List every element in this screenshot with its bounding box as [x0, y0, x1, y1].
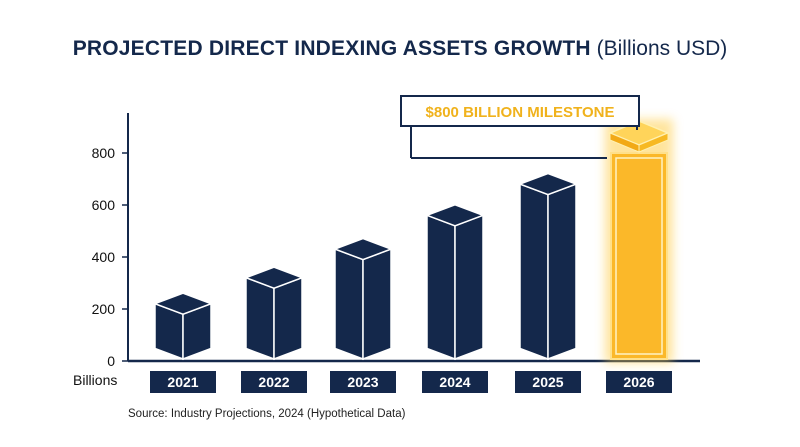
bar [243, 266, 305, 361]
annotation-box [400, 95, 640, 127]
category-label-box [150, 371, 216, 393]
bar [332, 237, 394, 361]
category-label-box [422, 371, 488, 393]
bar-top-face [517, 172, 579, 196]
bar-left-face [426, 214, 456, 361]
bar-top-face [332, 237, 394, 261]
y-tick-label: 400 [92, 249, 116, 265]
chart-title: PROJECTED DIRECT INDEXING ASSETS GROWTH … [0, 37, 800, 61]
bar-lid-right [638, 132, 669, 153]
category-label: 2025 [532, 374, 563, 390]
bar-left-face [334, 248, 364, 361]
bar-front-face [610, 152, 668, 360]
y-tick-label: 800 [92, 145, 116, 161]
category-label-box [241, 371, 307, 393]
category-label: 2026 [623, 374, 654, 390]
bar-right-face [454, 214, 484, 361]
bar [424, 203, 486, 361]
bar-left-face [519, 183, 549, 361]
bar-left-face [245, 276, 275, 361]
bar [152, 292, 214, 361]
chart-title-unit: (Billions USD) [596, 37, 728, 60]
bar-right-face [547, 183, 577, 361]
bar-right-face [362, 248, 392, 361]
bar-top-face [424, 203, 486, 227]
source-note: Source: Industry Projections, 2024 (Hypo… [128, 408, 406, 420]
category-label-box [515, 371, 581, 393]
y-tick-label: 200 [92, 301, 116, 317]
category-label: 2022 [258, 374, 289, 390]
bar-inner-outline [615, 157, 663, 355]
category-label: 2023 [347, 374, 378, 390]
category-label-box [606, 371, 672, 393]
bar-right-face [273, 276, 303, 361]
bar [517, 172, 579, 361]
y-tick-label: 0 [107, 353, 115, 369]
annotation-text: $800 BILLION MILESTONE [426, 104, 615, 121]
chart-title-main: PROJECTED DIRECT INDEXING ASSETS GROWTH [72, 37, 591, 60]
bar-top-face [243, 266, 305, 290]
bar-top-face [152, 292, 214, 316]
bar-highlight [605, 119, 673, 363]
y-axis-unit-label: Billions [73, 372, 117, 388]
category-label-box [330, 371, 396, 393]
y-tick-label: 600 [92, 197, 116, 213]
category-label: 2024 [439, 374, 470, 390]
category-label: 2021 [167, 374, 198, 390]
